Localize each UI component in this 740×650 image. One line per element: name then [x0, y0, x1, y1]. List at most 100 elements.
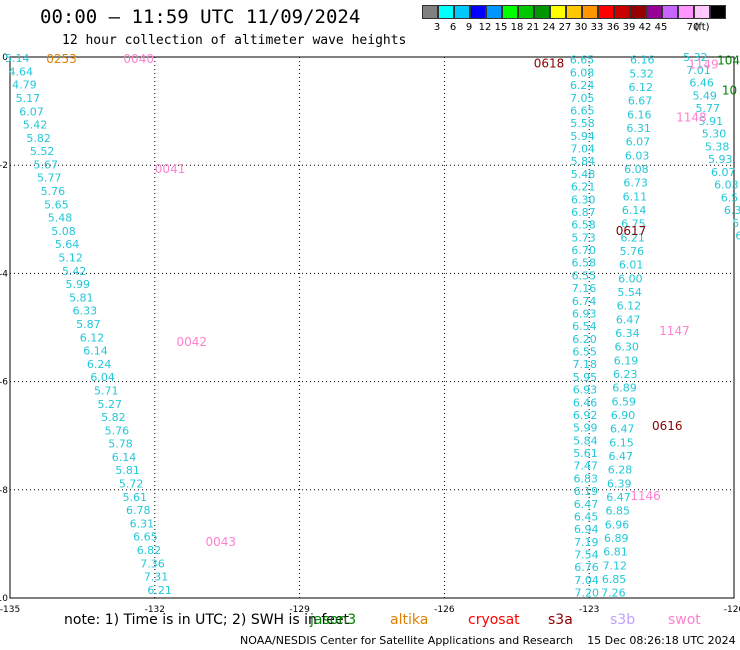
wave-height-value: 6.07 [19, 105, 44, 118]
wave-height-value: 6.28 [608, 464, 633, 477]
colorbar-swatch [438, 5, 454, 19]
wave-height-value: 6.21 [620, 231, 645, 244]
footer-credit: NOAA/NESDIS Center for Satellite Applica… [240, 634, 736, 647]
wave-height-value: 5.61 [122, 491, 147, 504]
wave-height-value: 6.08 [570, 66, 595, 79]
wave-height-value: 5.77 [37, 172, 62, 185]
wave-height-value: 5.76 [41, 185, 66, 198]
wave-height-value: 5.82 [26, 132, 51, 145]
wave-height-value: 6.46 [689, 77, 714, 90]
footer-note: note: 1) Time is in UTC; 2) SWH is in fe… [64, 612, 350, 628]
wave-height-value: 5.48 [571, 168, 596, 181]
wave-height-value: 6.59 [611, 395, 636, 408]
wave-height-value: 5.32 [629, 67, 654, 80]
wave-height-value: 7.26 [601, 587, 626, 600]
wave-height-value: 6.93 [573, 384, 598, 397]
wave-height-value: 6.03 [714, 179, 739, 192]
colorbar-tick-label: 21 [526, 22, 540, 33]
wave-height-value: 6.3 [724, 204, 740, 217]
mission-label-s3a: s3a [548, 612, 573, 628]
wave-height-value: 6.47 [616, 313, 641, 326]
colorbar-tick-label: 6 [449, 22, 457, 33]
lat-tick-label: -4 [0, 269, 8, 279]
wave-height-value: 6.46 [573, 396, 598, 409]
wave-height-value: 5.84 [571, 155, 596, 168]
wave-height-value: 6.74 [572, 295, 597, 308]
wave-height-value: 6.03 [625, 149, 650, 162]
wave-height-value: 7.18 [572, 358, 597, 371]
lon-tick-label: -129 [289, 605, 310, 615]
wave-height-value: 6.14 [112, 451, 137, 464]
wave-height-value: 5.54 [617, 286, 642, 299]
wave-height-value: 7.16 [572, 282, 597, 295]
wave-height-value: 5.38 [705, 140, 730, 153]
mission-label-swot: swot [668, 612, 701, 628]
wave-height-value: 6.82 [137, 544, 162, 557]
colorbar-tick-label: 42 [638, 22, 652, 33]
wave-height-value: 7.19 [574, 536, 599, 549]
wave-height-value: 6.55 [572, 346, 597, 359]
wave-height-value: 6.58 [571, 219, 596, 232]
wave-height-value: 5.30 [702, 128, 727, 141]
pass-time-label: 104 [717, 54, 740, 68]
pass-time-label: 0040 [123, 52, 154, 66]
wave-height-value: 5.14 [5, 52, 30, 65]
wave-height-value: 6.76 [574, 561, 599, 574]
lat-tick-label: -2 [0, 161, 8, 171]
colorbar-tick-label: 24 [542, 22, 556, 33]
wave-height-value: 6.94 [574, 523, 599, 536]
mission-label-jason3: jason3 [310, 612, 357, 628]
pass-time-label: 10 [722, 83, 737, 97]
wave-height-value: 5.58 [570, 117, 595, 130]
wave-height-value: 5.94 [570, 130, 595, 143]
colorbar-swatch [518, 5, 534, 19]
colorbar-unit: (ft) [694, 22, 710, 33]
map-frame [9, 56, 735, 599]
wave-height-value: 6.67 [628, 95, 653, 108]
colorbar-swatch [630, 5, 646, 19]
wave-height-value: 5.87 [76, 318, 101, 331]
wave-height-value: 6.30 [571, 193, 596, 206]
wave-height-value: 6.19 [614, 354, 639, 367]
wave-height-value: 6.14 [622, 204, 647, 217]
wave-height-value: 6.07 [626, 136, 651, 149]
wave-height-value: 6.04 [90, 371, 115, 384]
wave-height-value: 6.01 [619, 259, 644, 272]
wave-height-value: 6.78 [126, 504, 151, 517]
wave-height-value: 6.24 [570, 79, 595, 92]
lat-tick-label: 0 [2, 53, 8, 63]
wave-height-value: 6.07 [711, 166, 736, 179]
colorbar-tick-label: 3 [433, 22, 441, 33]
page-subtitle: 12 hour collection of altimeter wave hei… [62, 33, 407, 48]
wave-height-value: 6.81 [603, 546, 628, 559]
wave-height-value: 5.64 [55, 238, 80, 251]
pass-time-label: 1149 [688, 57, 719, 71]
wave-height-value: 6.73 [623, 177, 648, 190]
colorbar-tick-label: 27 [558, 22, 572, 33]
lon-tick-label: -132 [145, 605, 165, 615]
wave-height-value: 5 [732, 217, 739, 230]
pass-time-label: 0616 [652, 419, 683, 433]
wave-height-value: 6.12 [629, 81, 654, 94]
colorbar-swatch [534, 5, 550, 19]
wave-height-value: 7.12 [603, 559, 628, 572]
pass-time-label: 0041 [155, 162, 186, 176]
wave-height-value: 6.20 [572, 333, 597, 346]
wave-height-value: 5.27 [98, 398, 123, 411]
colorbar-swatch [646, 5, 662, 19]
wave-height-value: 5.67 [33, 158, 58, 171]
pass-time-label: 0618 [534, 56, 565, 70]
wave-height-value: 5.95 [573, 371, 598, 384]
colorbar-swatch [662, 5, 678, 19]
pass-time-label: 0617 [616, 224, 647, 238]
colorbar-swatch [550, 5, 566, 19]
wave-height-value: 6.83 [574, 472, 599, 485]
pass-time-label: 1146 [630, 489, 661, 503]
wave-height-value: 5.76 [620, 245, 645, 258]
colorbar-tick-label: 36 [606, 22, 620, 33]
lon-tick-label: -135 [0, 605, 20, 615]
wave-height-value: 6.58 [572, 257, 597, 270]
colorbar-tick-label: 33 [590, 22, 604, 33]
wave-height-value: 7.04 [571, 143, 596, 156]
